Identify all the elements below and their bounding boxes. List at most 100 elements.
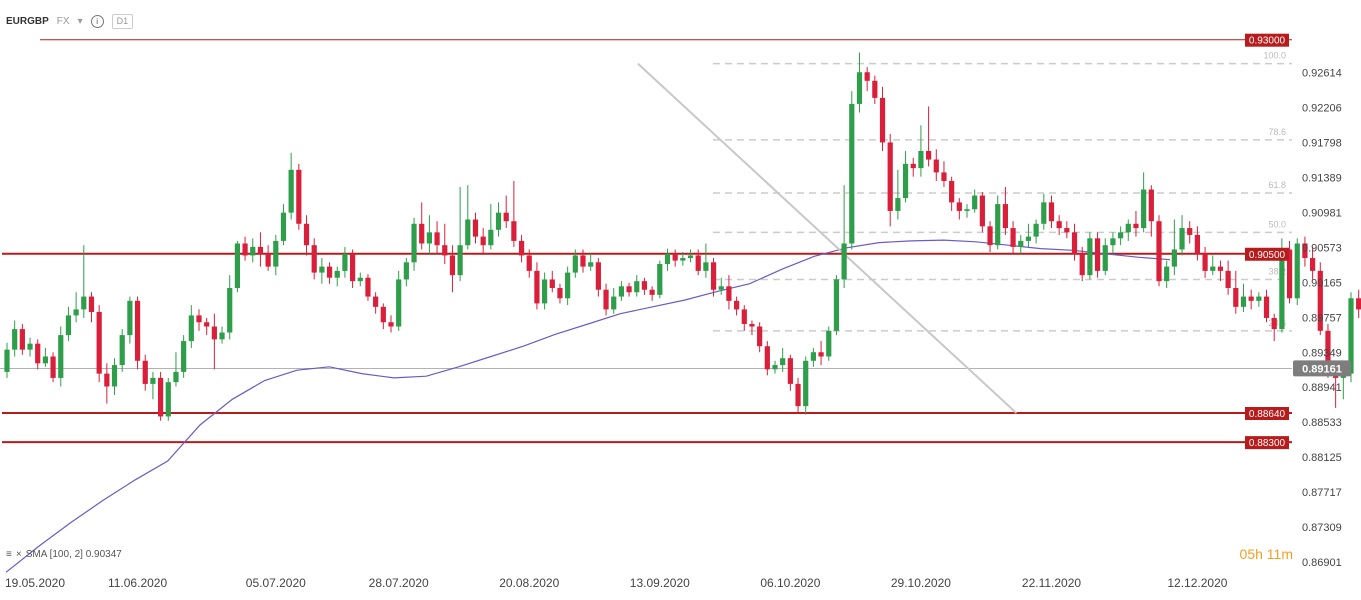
candle-body — [173, 371, 179, 383]
candle — [680, 252, 686, 266]
candle — [1202, 246, 1208, 278]
candle-body — [972, 195, 978, 210]
candle-timer: 05h 11m — [1239, 546, 1293, 562]
candle-body — [1217, 266, 1224, 271]
candle — [772, 360, 778, 374]
candle-body — [557, 288, 563, 299]
candle-body — [1302, 243, 1308, 259]
fib-label: 100.0 — [1263, 51, 1286, 61]
fib-label: 61.8 — [1268, 180, 1286, 190]
candle — [611, 288, 617, 314]
current-price-label: 0.89161 — [1302, 363, 1342, 375]
candle-body — [1110, 238, 1116, 246]
level-tag-label: 0.93000 — [1249, 36, 1286, 47]
candle — [457, 186, 463, 282]
y-tick-label: 0.87717 — [1302, 487, 1342, 499]
candle-body — [987, 226, 993, 246]
candle-body — [242, 243, 248, 256]
candle — [273, 234, 279, 276]
candle — [1171, 219, 1177, 276]
info-icon[interactable]: i — [90, 14, 104, 28]
candle — [841, 185, 847, 288]
candle — [111, 358, 118, 396]
candle-body — [457, 245, 463, 276]
candle-body — [856, 72, 863, 104]
candle — [972, 189, 978, 213]
candle-body — [265, 253, 271, 267]
candle-body — [357, 277, 363, 282]
close-icon[interactable]: × — [15, 549, 22, 560]
candle-body — [1002, 204, 1008, 229]
candle — [641, 277, 648, 295]
candle-body — [1271, 317, 1277, 330]
candle — [303, 215, 310, 256]
candle — [1010, 221, 1016, 254]
candle-body — [342, 253, 348, 271]
candle-body — [718, 286, 724, 290]
candle-body — [127, 300, 133, 336]
timeframe-select[interactable]: D1 — [111, 13, 134, 29]
candle-body — [472, 219, 479, 237]
level-tag — [1245, 407, 1289, 421]
level-tag-label: 0.90500 — [1249, 250, 1286, 261]
candle — [388, 315, 394, 333]
candle — [426, 215, 432, 254]
candle-body — [1187, 228, 1193, 235]
y-tick-label: 0.92614 — [1302, 68, 1342, 80]
candle-body — [42, 356, 48, 364]
candle — [1071, 223, 1078, 261]
candle — [142, 354, 148, 391]
chart-header: EURGBP FX ▾ i D1 — [6, 12, 134, 30]
candle-body — [833, 279, 840, 331]
candle-body — [1256, 296, 1262, 301]
candle — [895, 169, 901, 220]
candle — [757, 322, 763, 353]
candle-body — [664, 253, 671, 265]
y-tick-label: 0.92206 — [1302, 103, 1342, 115]
y-tick-label: 0.88533 — [1302, 417, 1342, 429]
candle-body — [134, 300, 141, 361]
candle-body — [649, 289, 655, 295]
candle-body — [611, 296, 617, 310]
candle-body — [449, 255, 456, 276]
indicator-legend[interactable]: ≡ × SMA [100, 2] 0.90347 — [6, 549, 122, 560]
chevron-down-icon[interactable]: ▾ — [77, 15, 83, 27]
y-tick-label: 0.91798 — [1302, 138, 1342, 150]
candle — [1064, 221, 1070, 239]
candle-body — [403, 262, 409, 280]
candle-body — [181, 341, 187, 372]
candle — [219, 326, 225, 344]
candle-body — [672, 253, 678, 261]
candle — [603, 283, 609, 316]
candle-body — [1125, 223, 1131, 233]
candle — [572, 249, 578, 278]
candle-body — [995, 204, 1001, 246]
candle — [19, 323, 25, 355]
candle — [618, 281, 624, 301]
candle-body — [1041, 202, 1047, 224]
sma-line — [5, 239, 1171, 573]
fib-label: 78.6 — [1268, 127, 1286, 137]
candle-body — [158, 377, 164, 417]
y-tick-label: 0.91389 — [1302, 173, 1342, 185]
candle — [595, 258, 601, 297]
candle — [4, 342, 10, 378]
candle — [1087, 232, 1093, 280]
candle — [465, 185, 471, 250]
candle — [1118, 226, 1124, 246]
symbol-label[interactable]: EURGBP — [6, 15, 49, 27]
candle-body — [1033, 223, 1039, 237]
candle — [326, 262, 333, 284]
candle-body — [442, 245, 448, 256]
candle — [879, 86, 886, 151]
candle-body — [234, 243, 240, 288]
indicator-list-icon[interactable]: ≡ — [6, 549, 12, 560]
candle-body — [572, 255, 578, 273]
candle-body — [1056, 221, 1062, 229]
candle — [434, 221, 440, 254]
level-tag — [1245, 247, 1289, 261]
candle — [1317, 262, 1323, 336]
candle-body — [188, 315, 194, 342]
candle-body — [926, 151, 932, 160]
